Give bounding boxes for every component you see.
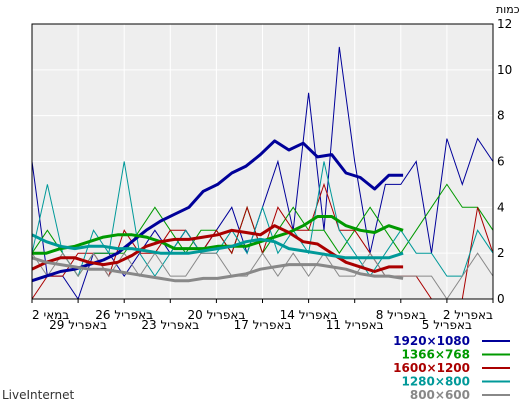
x-tick-label: 17 באפריל [234,318,292,332]
y-tick-label: 4 [497,200,505,214]
x-tick-label: 5 באפריל [422,318,472,332]
legend-label: 1920×1080 [393,334,470,348]
legend-label: 1366×768 [401,348,470,362]
x-tick-label: 29 באפריל [49,318,107,332]
x-tick-label: 8 באפריל [376,308,426,322]
legend: 1920×10801366×7681600×12001280×800800×60… [393,334,510,402]
brand-logo: LiveInternet [2,388,74,402]
legend-label: 1600×1200 [393,361,470,375]
smooth-line-1280×800 [31,233,404,260]
x-tick-label: 2 באפריל [443,308,493,322]
y-tick-label: 10 [497,63,512,77]
x-tick-label: 23 באפריל [141,318,199,332]
x-tick-label: 20 באפריל [187,308,245,322]
raw-series-lines [31,46,494,301]
y-tick-label: 12 [497,17,512,31]
y-tick-label: 2 [497,246,505,260]
smooth-line-800×600 [31,256,404,283]
raw-line-800×600 [31,252,494,300]
smooth-line-1600×1200 [31,224,404,273]
legend-label: 800×600 [410,388,470,402]
x-tick-label: 14 באפריל [280,308,338,322]
x-tick-label: 11 באפריל [326,318,384,332]
y-tick-label: 8 [497,109,505,123]
x-tick-label: 26 באפריל [95,308,153,322]
smooth-series-lines [31,139,404,283]
y-tick-label: 6 [497,155,505,169]
smooth-line-1366×768 [32,215,404,255]
y-tick-label: 0 [497,292,505,306]
legend-label: 1280×800 [401,375,470,389]
x-tick-label: 2 במאי [32,308,69,322]
raw-line-1280×800 [31,161,494,278]
y-axis-label: כמות [496,3,520,16]
y-axis-ticks: 0 2 4 6 8 10 12 [497,17,512,306]
